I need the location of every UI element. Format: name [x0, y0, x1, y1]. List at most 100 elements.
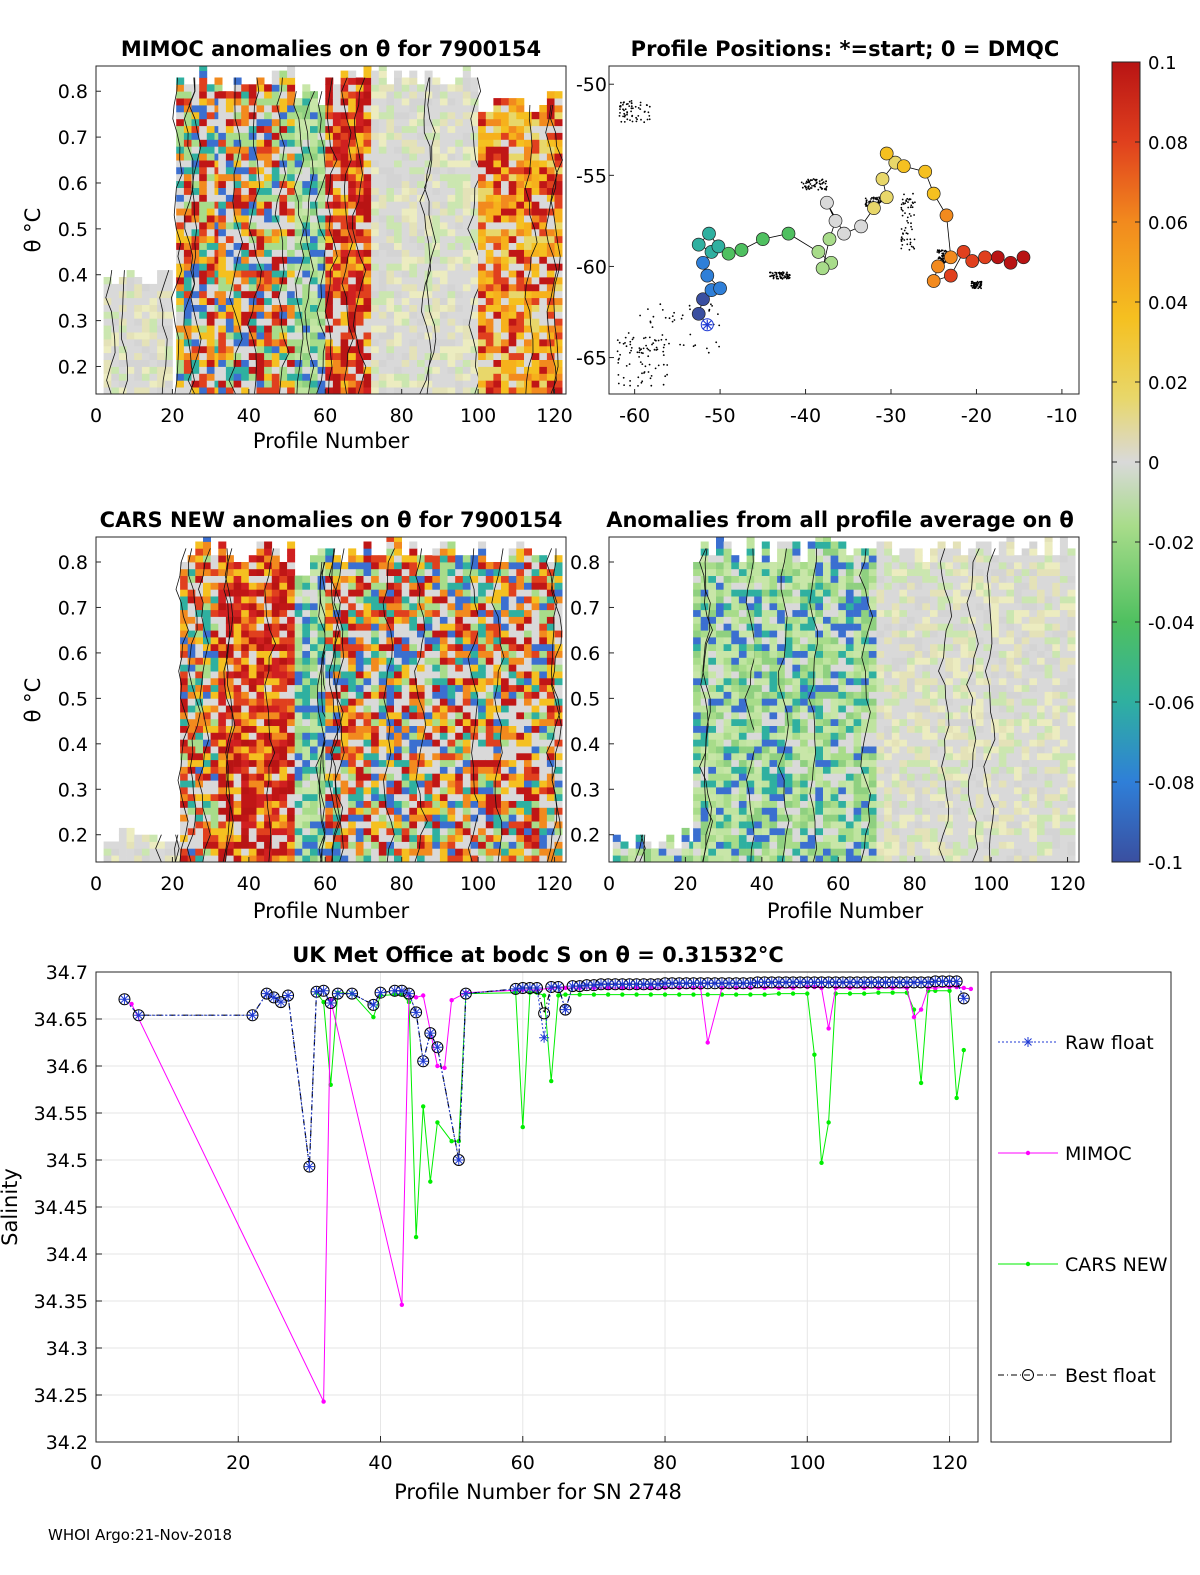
heatmap-cell: [271, 352, 280, 360]
heatmap-cell: [248, 582, 257, 590]
heatmap-cell: [524, 180, 532, 188]
heatmap-cell: [508, 263, 517, 271]
heatmap-cell: [248, 848, 257, 856]
profile-position: [931, 259, 945, 274]
heatmap-cell: [439, 725, 448, 733]
heatmap-cell: [126, 345, 135, 354]
coast-dot: [622, 103, 624, 106]
heatmap-cell: [149, 325, 158, 333]
coast-dot: [680, 317, 683, 320]
heatmap-cell: [447, 637, 456, 645]
heatmap-cell: [180, 650, 189, 658]
heatmap-cell: [191, 111, 200, 120]
heatmap-cell: [394, 596, 402, 604]
heatmap-cell: [203, 848, 211, 856]
heatmap-cell: [355, 698, 364, 706]
heatmap-cell: [439, 166, 448, 175]
heatmap-cell: [439, 732, 448, 740]
heatmap-cell: [118, 855, 127, 862]
heatmap-cell: [126, 387, 135, 394]
heatmap-cell: [180, 691, 189, 699]
heatmap-cell: [210, 855, 219, 862]
heatmap-cell: [233, 677, 242, 686]
heatmap-cell: [355, 759, 364, 767]
heatmap-cell: [447, 111, 456, 120]
heatmap-cell: [248, 623, 257, 631]
heatmap-cell: [164, 290, 173, 299]
heatmap-cell: [206, 111, 215, 120]
heatmap-cell: [546, 297, 555, 305]
heatmap-cell: [394, 283, 402, 292]
heatmap-cell: [332, 118, 341, 127]
heatmap-cell: [386, 759, 395, 767]
heatmap-cell: [531, 366, 540, 374]
heatmap-cell: [378, 125, 387, 133]
heatmap-cell: [241, 118, 250, 127]
heatmap-cell: [218, 821, 227, 829]
heatmap-cell: [271, 249, 280, 257]
heatmap-cell: [195, 677, 204, 686]
heatmap-cell: [470, 380, 479, 388]
heatmap-cell: [317, 187, 326, 195]
heatmap-cell: [539, 332, 548, 340]
heatmap-cell: [302, 283, 311, 292]
heatmap-cell: [317, 746, 326, 754]
heatmap-cell: [191, 339, 200, 347]
heatmap-cell: [279, 132, 288, 140]
heatmap-cell: [554, 283, 563, 292]
coast-dot: [940, 250, 942, 253]
heatmap-cell: [225, 575, 234, 583]
heatmap-cell: [325, 568, 334, 576]
heatmap-cell: [462, 684, 471, 692]
contour-line: [183, 77, 196, 394]
heatmap-cell: [317, 616, 326, 624]
heatmap-cell: [371, 582, 380, 590]
heatmap-cell: [348, 180, 357, 188]
heatmap-cell: [187, 630, 196, 638]
heatmap-cell: [378, 222, 387, 230]
coast-dot: [776, 277, 778, 280]
heatmap-cell: [302, 752, 311, 761]
heatmap-cell: [176, 235, 185, 243]
heatmap-cell: [524, 352, 532, 360]
heatmap-cell: [317, 311, 326, 319]
heatmap-cell: [462, 256, 471, 264]
heatmap-cell: [447, 208, 456, 216]
heatmap-cell: [493, 256, 502, 264]
heatmap-cell: [386, 602, 395, 611]
heatmap-cell: [501, 160, 509, 168]
heatmap-cell: [501, 125, 509, 133]
heatmap-cell: [199, 153, 208, 161]
coast-dot: [786, 271, 788, 274]
heatmap-cell: [348, 623, 357, 631]
heatmap-cell: [409, 91, 418, 99]
heatmap-cell: [241, 814, 250, 822]
heatmap-cell: [439, 664, 448, 672]
heatmap-cell: [256, 630, 265, 638]
heatmap-cell: [191, 153, 200, 161]
heatmap-cell: [206, 208, 215, 216]
coast-dot: [661, 309, 664, 311]
heatmap-cell: [325, 359, 334, 367]
heatmap-cell: [164, 387, 173, 394]
heatmap-cell: [256, 568, 265, 576]
heatmap-cell: [470, 222, 479, 230]
heatmap-cell: [432, 657, 441, 665]
heatmap-cell: [485, 166, 494, 175]
heatmap-cell: [187, 725, 196, 733]
heatmap-cell: [447, 332, 456, 340]
heatmap-cell: [401, 98, 410, 106]
heatmap-cell: [206, 228, 215, 237]
heatmap-cell: [176, 222, 185, 230]
heatmap-cell: [508, 297, 517, 305]
coast-dot: [618, 341, 621, 344]
heatmap-cell: [203, 637, 211, 645]
heatmap-cell: [401, 160, 410, 168]
coast-dot: [901, 238, 904, 240]
heatmap-cell: [401, 345, 410, 354]
coast-dot: [779, 273, 781, 276]
heatmap-cell: [187, 650, 196, 658]
heatmap-cell: [531, 339, 540, 347]
heatmap-cell: [225, 643, 234, 651]
heatmap-cell: [225, 609, 234, 617]
